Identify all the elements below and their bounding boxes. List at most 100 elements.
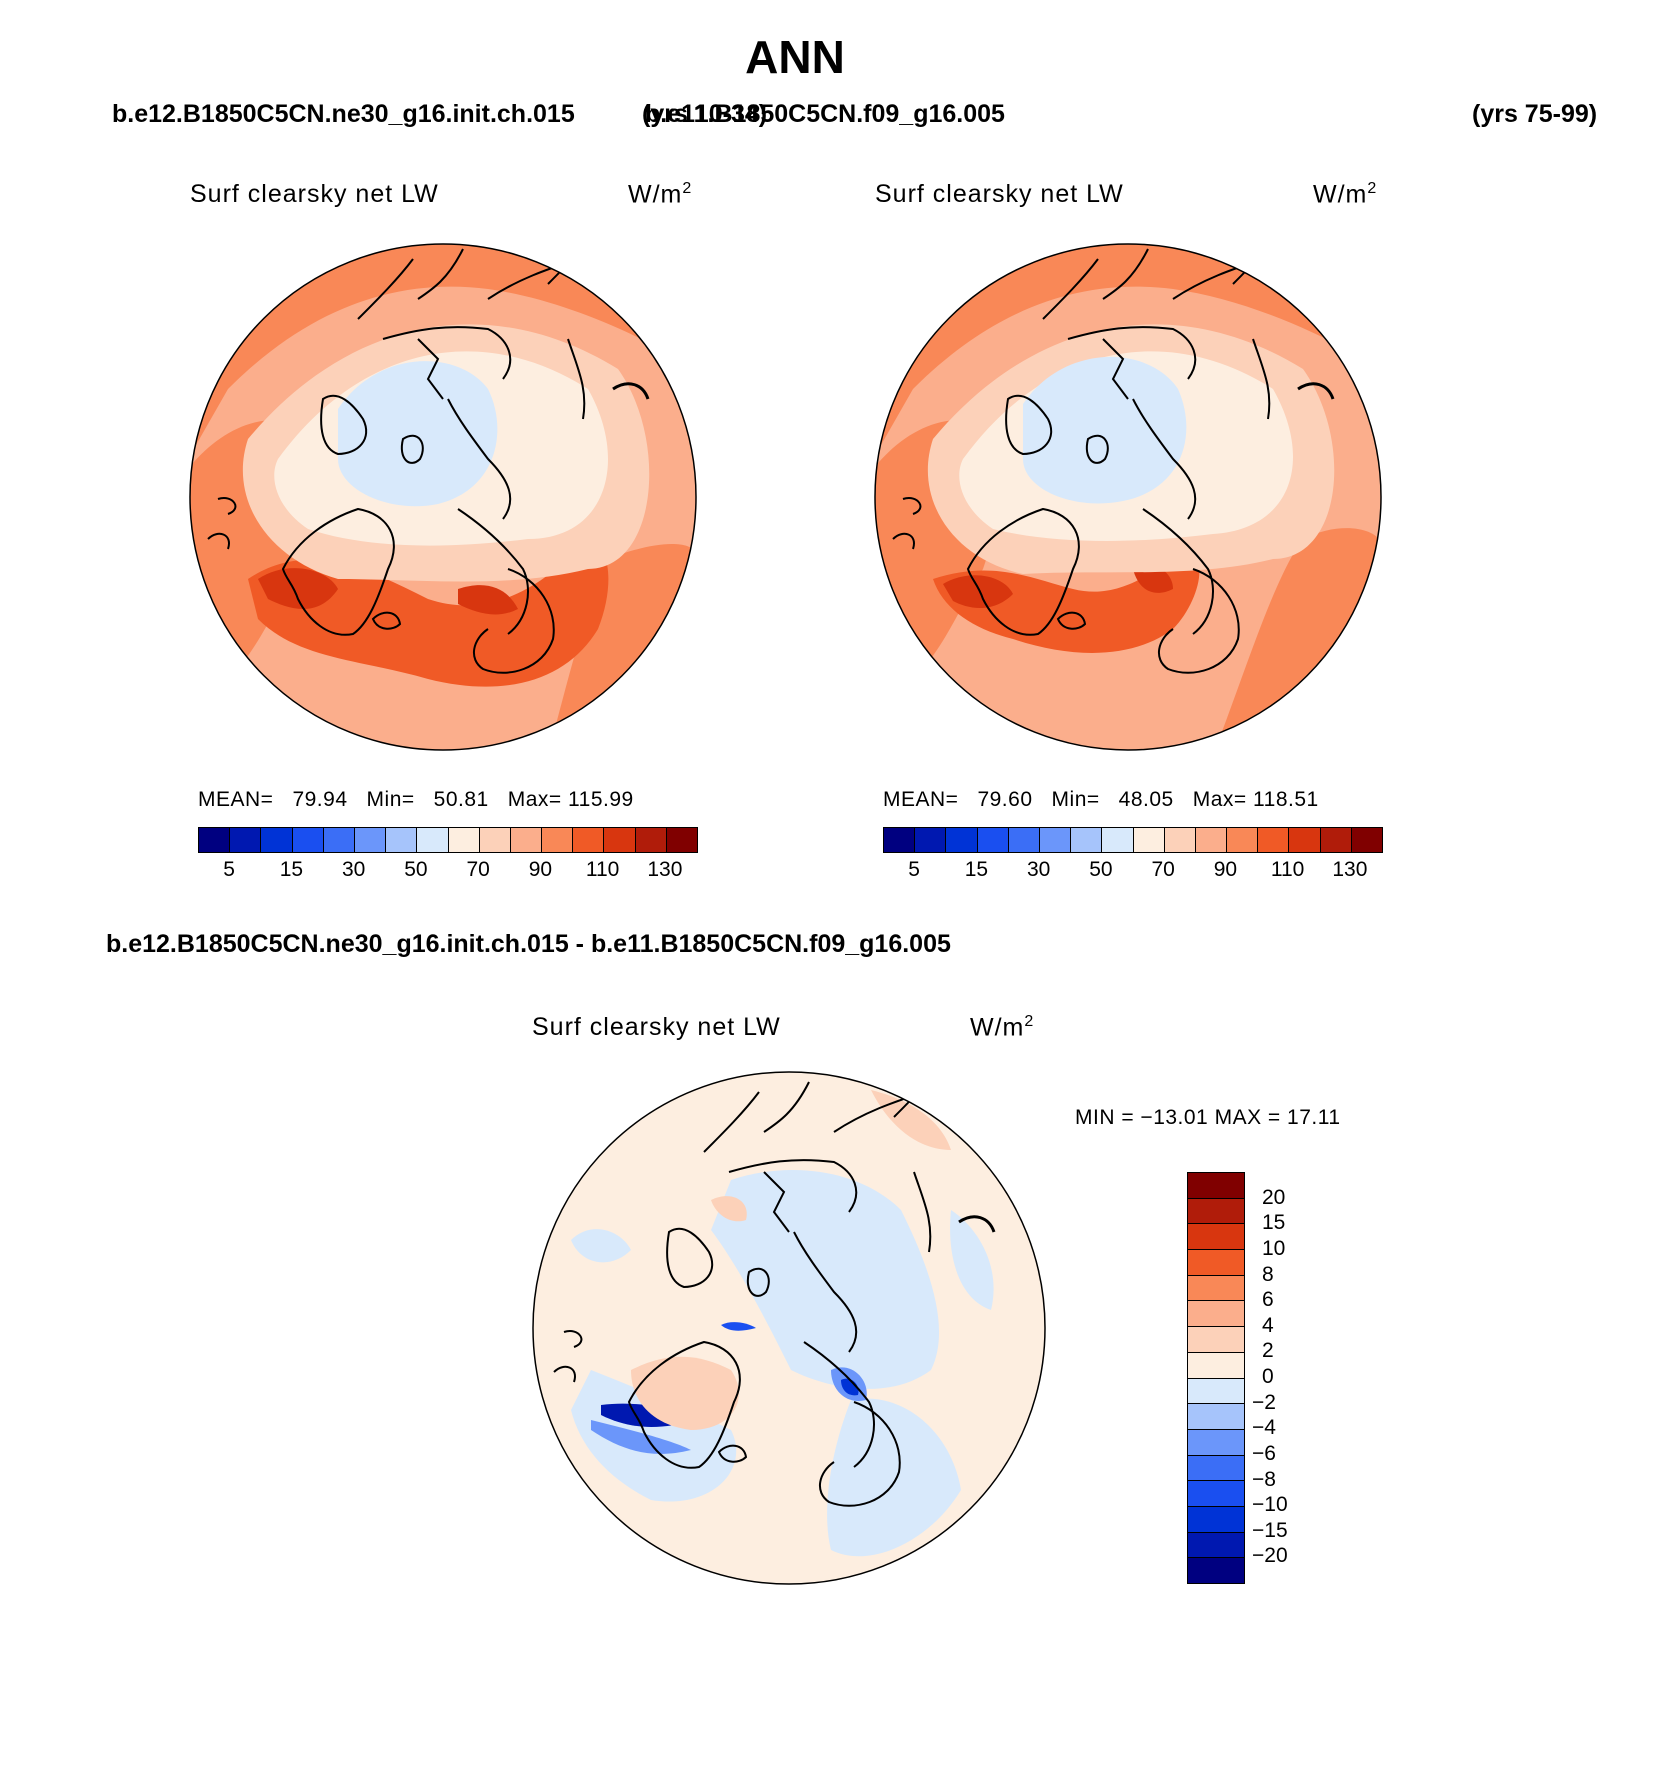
diff-colorbar bbox=[1187, 1172, 1245, 1584]
diff-colorbar-swatch bbox=[1188, 1198, 1244, 1225]
diff-colorbar-swatch bbox=[1188, 1506, 1244, 1533]
left-colorbar-swatch bbox=[261, 828, 293, 852]
diff-colorbar-tick-label: −2 bbox=[1252, 1390, 1276, 1414]
right-colorbar-swatch bbox=[977, 828, 1009, 852]
diff-colorbar-tick-label: 2 bbox=[1262, 1339, 1274, 1363]
right-colorbar-tick-label: 90 bbox=[1213, 858, 1238, 881]
diff-colorbar-swatch bbox=[1188, 1558, 1244, 1583]
left-colorbar-swatch bbox=[479, 828, 511, 852]
right-colorbar-tick-label: 15 bbox=[964, 858, 989, 881]
diff-polar-map bbox=[532, 1071, 1046, 1585]
diff-colorbar-swatch bbox=[1188, 1481, 1244, 1507]
right-colorbar bbox=[883, 827, 1383, 853]
left-colorbar-swatch bbox=[292, 828, 324, 852]
right-colorbar-tick-label: 110 bbox=[1270, 858, 1305, 881]
right-colorbar-tick-label: 5 bbox=[908, 858, 920, 881]
diff-units-label: W/m2 bbox=[970, 1013, 1035, 1042]
right-colorbar-swatch bbox=[1227, 828, 1259, 852]
left-variable-label: Surf clearsky net LW bbox=[190, 180, 439, 208]
left-colorbar-swatch bbox=[510, 828, 543, 852]
diff-colorbar-swatch bbox=[1188, 1224, 1244, 1251]
diff-colorbar-swatch bbox=[1188, 1532, 1244, 1559]
right-polar-map bbox=[874, 243, 1382, 751]
case-years-right: (yrs 75-99) bbox=[1472, 100, 1598, 128]
right-colorbar-swatch bbox=[1351, 828, 1382, 852]
left-colorbar-tick-label: 70 bbox=[466, 858, 490, 881]
left-stats: MEAN= 79.94 Min= 50.81 Max= 115.99 bbox=[198, 788, 634, 811]
right-colorbar-swatch bbox=[1071, 828, 1103, 852]
diff-minmax: MIN = −13.01 MAX = 17.11 bbox=[1075, 1106, 1341, 1129]
case-name-right: b.e11.B1850C5CN.f09_g16.005 bbox=[645, 100, 1005, 128]
left-polar-map bbox=[189, 243, 697, 751]
left-colorbar-tick-label: 130 bbox=[647, 858, 683, 881]
left-colorbar-swatch bbox=[230, 828, 262, 852]
right-colorbar-swatch bbox=[1008, 828, 1040, 852]
right-colorbar-tick-label: 30 bbox=[1026, 858, 1051, 881]
diff-colorbar-swatch bbox=[1188, 1404, 1244, 1430]
diff-colorbar-tick-label: −15 bbox=[1252, 1518, 1288, 1542]
figure-title: ANN bbox=[745, 31, 845, 83]
right-colorbar-tick-label: 130 bbox=[1332, 858, 1368, 881]
right-colorbar-swatch bbox=[1258, 828, 1290, 852]
left-colorbar-swatch bbox=[199, 828, 231, 852]
diff-colorbar-tick-label: 0 bbox=[1262, 1365, 1274, 1388]
diff-colorbar-tick-label: 6 bbox=[1262, 1288, 1274, 1312]
left-colorbar-ticks: 5 15 30 50 70 90 110 130 bbox=[198, 858, 696, 884]
case-name-left: b.e12.B1850C5CN.ne30_g16.init.ch.015 bbox=[112, 100, 575, 128]
right-colorbar-swatch bbox=[1039, 828, 1072, 852]
right-colorbar-swatch bbox=[884, 828, 916, 852]
right-variable-label: Surf clearsky net LW bbox=[875, 180, 1124, 208]
left-colorbar-swatch bbox=[323, 828, 355, 852]
left-colorbar-tick-label: 110 bbox=[585, 858, 620, 881]
diff-colorbar-swatch bbox=[1188, 1378, 1244, 1405]
diff-colorbar-tick-label: 10 bbox=[1262, 1236, 1286, 1260]
diff-colorbar-tick-label: −4 bbox=[1252, 1416, 1276, 1440]
left-colorbar-swatch bbox=[604, 828, 636, 852]
left-colorbar-swatch bbox=[354, 828, 387, 852]
diff-colorbar-tick-label: −6 bbox=[1252, 1441, 1276, 1465]
right-units-label: W/m2 bbox=[1313, 180, 1378, 209]
diff-colorbar-ticks: 20 15 10 8 6 4 2 0 −2 −4 −6 −8 −10 −15 −20 bbox=[1252, 1172, 1332, 1582]
diff-colorbar-tick-label: −8 bbox=[1252, 1467, 1276, 1491]
right-colorbar-swatch bbox=[1133, 828, 1165, 852]
diff-colorbar-swatch bbox=[1188, 1327, 1244, 1353]
diff-colorbar-swatch bbox=[1188, 1301, 1244, 1328]
diff-colorbar-swatch bbox=[1188, 1173, 1244, 1199]
diff-colorbar-swatch bbox=[1188, 1275, 1244, 1302]
left-colorbar-tick-label: 30 bbox=[341, 858, 366, 881]
left-units-label: W/m2 bbox=[628, 180, 693, 209]
diff-variable-label: Surf clearsky net LW bbox=[532, 1013, 781, 1041]
right-colorbar-tick-label: 50 bbox=[1089, 858, 1113, 881]
right-colorbar-swatch bbox=[946, 828, 978, 852]
left-colorbar-swatch bbox=[542, 828, 574, 852]
left-colorbar-swatch bbox=[635, 828, 667, 852]
left-colorbar bbox=[198, 827, 698, 853]
left-colorbar-tick-label: 90 bbox=[528, 858, 553, 881]
diff-colorbar-tick-label: 20 bbox=[1262, 1185, 1286, 1209]
left-colorbar-swatch bbox=[666, 828, 697, 852]
diff-colorbar-tick-label: −20 bbox=[1252, 1544, 1288, 1568]
right-colorbar-swatch bbox=[1289, 828, 1321, 852]
right-colorbar-ticks: 5 15 30 50 70 90 110 130 bbox=[883, 858, 1381, 884]
right-colorbar-tick-label: 70 bbox=[1151, 858, 1175, 881]
diff-colorbar-swatch bbox=[1188, 1455, 1244, 1482]
right-colorbar-swatch bbox=[1164, 828, 1196, 852]
diff-colorbar-tick-label: −10 bbox=[1252, 1493, 1288, 1517]
diff-colorbar-swatch bbox=[1188, 1429, 1244, 1456]
right-colorbar-swatch bbox=[1102, 828, 1134, 852]
right-colorbar-swatch bbox=[915, 828, 947, 852]
diff-colorbar-swatch bbox=[1188, 1352, 1244, 1379]
diff-colorbar-swatch bbox=[1188, 1250, 1244, 1276]
left-colorbar-tick-label: 50 bbox=[404, 858, 428, 881]
left-colorbar-swatch bbox=[573, 828, 605, 852]
left-colorbar-swatch bbox=[417, 828, 449, 852]
left-colorbar-tick-label: 15 bbox=[279, 858, 304, 881]
left-colorbar-tick-label: 5 bbox=[223, 858, 235, 881]
left-colorbar-swatch bbox=[448, 828, 480, 852]
right-colorbar-swatch bbox=[1320, 828, 1352, 852]
right-colorbar-swatch bbox=[1195, 828, 1228, 852]
diff-colorbar-tick-label: 4 bbox=[1262, 1313, 1274, 1337]
right-stats: MEAN= 79.60 Min= 48.05 Max= 118.51 bbox=[883, 788, 1319, 811]
diff-colorbar-tick-label: 8 bbox=[1262, 1262, 1274, 1286]
left-colorbar-swatch bbox=[386, 828, 418, 852]
